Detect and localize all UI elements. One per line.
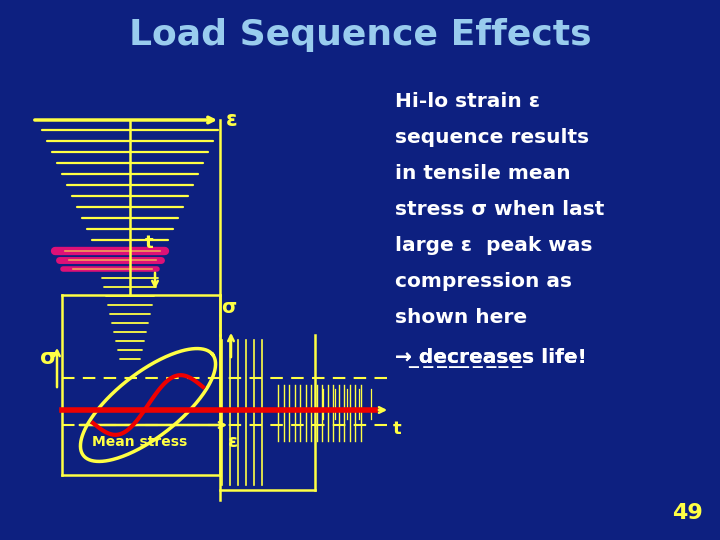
Text: sequence results: sequence results — [395, 128, 589, 147]
Text: shown here: shown here — [395, 308, 527, 327]
Text: 49: 49 — [672, 503, 703, 523]
Text: → decreases life!: → decreases life! — [395, 348, 587, 367]
Text: → ̲d̲e̲c̲r̲e̲a̲s̲e̲s life!: → ̲d̲e̲c̲r̲e̲a̲s̲e̲s life! — [395, 348, 587, 368]
Text: in tensile mean: in tensile mean — [395, 164, 571, 183]
Text: stress σ when last: stress σ when last — [395, 200, 604, 219]
Text: large ε  peak was: large ε peak was — [395, 236, 593, 255]
Text: σ: σ — [40, 348, 58, 368]
Text: t: t — [145, 234, 153, 252]
Text: ε: ε — [228, 433, 238, 451]
Text: σ: σ — [221, 298, 236, 317]
Text: Mean stress: Mean stress — [92, 435, 187, 449]
Text: compression as: compression as — [395, 272, 572, 291]
Text: Load Sequence Effects: Load Sequence Effects — [129, 18, 591, 52]
Text: Hi-lo strain ε: Hi-lo strain ε — [395, 92, 540, 111]
Text: t: t — [393, 420, 402, 438]
Text: ε: ε — [226, 110, 238, 130]
